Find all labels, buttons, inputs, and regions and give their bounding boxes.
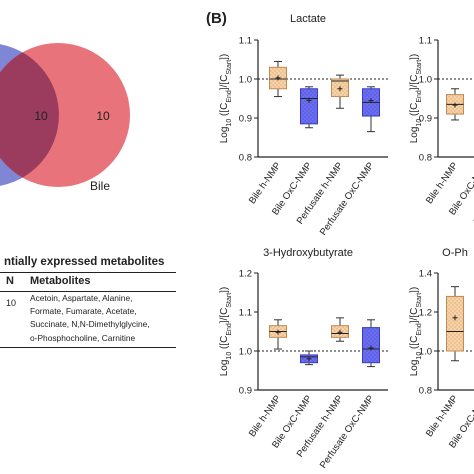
box-plot-1: 3-Hydroxybutyrate Log10 ([CEnd]/[CStart])… — [219, 247, 388, 471]
venn-right-count: 10 — [96, 109, 110, 123]
y-tick-label: 1.0 — [239, 347, 252, 358]
y-tick-label: 0.8 — [419, 153, 432, 164]
table-header-rule — [0, 291, 176, 292]
chart-title: Lactate — [290, 13, 326, 25]
y-tick-label: 1.0 — [419, 75, 432, 86]
x-category-label: Perfusate OxC-NMP — [318, 393, 377, 470]
table-header-metabolites: Metabolites — [30, 275, 91, 287]
y-axis-label: Log10 ([CEnd]/[CStart]) — [409, 54, 423, 144]
chart-title: O-Ph — [442, 247, 468, 259]
metabolite-line: Formate, Fumarate, Acetate, — [30, 306, 137, 317]
chart-title: 3-Hydroxybutyrate — [263, 247, 353, 259]
box-iqr — [362, 327, 380, 364]
box-plot-0: Lactate Log10 ([CEnd]/[CStart]) 0.8 0.9 1.0 1… — [219, 13, 388, 238]
box-plot-panels: Lactate Log10 ([CEnd]/[CStart]) 0.8 0.9 1.0 1… — [219, 13, 474, 471]
box-iqr — [446, 295, 464, 352]
venn-overlap — [0, 52, 59, 178]
metabolite-line: Acetoin, Aspartate, Alanine, — [30, 293, 133, 303]
y-tick-label: 1.4 — [419, 269, 432, 280]
table-header-n: N — [6, 275, 14, 287]
y-tick-label: 1.1 — [239, 36, 252, 47]
venn-overlap-count: 10 — [34, 109, 48, 123]
table-cell-n: 10 — [6, 298, 17, 308]
y-axis-label: Log10 ([CEnd]/[CStart]) — [219, 54, 233, 144]
table-title: ntially expressed metabolites — [4, 256, 165, 268]
y-tick-label: 1.0 — [419, 347, 432, 358]
metabolite-line: Succinate, N,N-Dimethylglycine, — [30, 319, 150, 330]
y-axis-label: Log10 ([CEnd]/[CStart]) — [219, 287, 233, 377]
metabolite-line: o-Phosphocholine, Carnitine — [30, 332, 136, 343]
y-tick-label: 1.1 — [239, 308, 252, 319]
venn-right-label: Bile — [90, 179, 110, 193]
box-plot-2: Log10 ([CEnd]/[CStart])0.80.91.01.1Bile … — [409, 36, 474, 226]
y-axis-label: Log10 ([CEnd]/[CStart]) — [409, 287, 423, 377]
table-cell-metabolites: Acetoin, Aspartate, Alanine, Formate, Fu… — [30, 292, 180, 345]
y-tick-label: 0.8 — [239, 153, 252, 164]
venn-diagram: 10 10 Bile — [0, 43, 130, 193]
box-iqr — [300, 88, 318, 125]
y-tick-label: 0.9 — [419, 114, 432, 125]
x-category-label: Perfusate OxC-NMP — [318, 160, 377, 237]
y-tick-label: 1.1 — [419, 36, 432, 47]
y-tick-label: 0.8 — [419, 386, 432, 397]
panel-label-b: (B) — [206, 10, 227, 27]
y-tick-label: 1.0 — [239, 75, 252, 86]
y-tick-label: 0.9 — [239, 386, 252, 397]
y-tick-label: 0.9 — [239, 114, 252, 125]
table-top-rule — [0, 272, 176, 273]
y-tick-label: 1.2 — [239, 269, 252, 280]
y-tick-label: 1.2 — [419, 308, 432, 319]
table-bottom-rule — [0, 347, 176, 348]
